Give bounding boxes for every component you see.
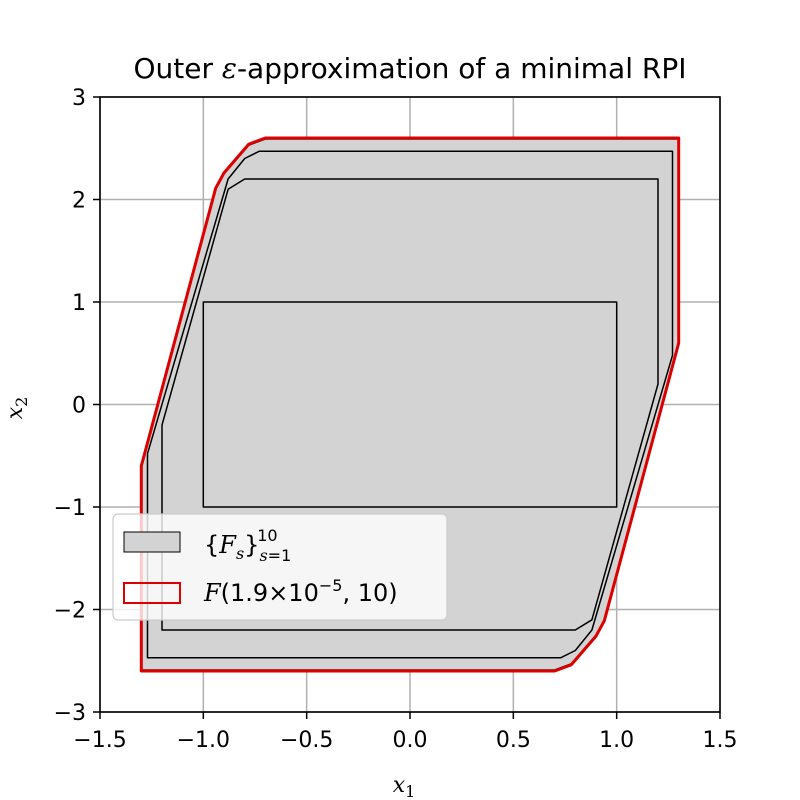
outer-set-polygon [139, 136, 681, 673]
y-tick-label-0: −3 [54, 701, 86, 726]
legend-swatch-family [123, 531, 181, 553]
legend-label-outer: F(1.9×10−5, 10) [203, 576, 398, 607]
legend-swatch-outer [123, 582, 181, 604]
y-tick-label-1: −2 [54, 599, 86, 624]
x-tick-label-4: 0.5 [496, 728, 531, 753]
outer-approximation-set [139, 136, 681, 673]
axis-ticks: −1.5 −1.0 −0.5 0.0 0.5 1.0 1.5 −3 −2 −1 0 1 2 3 [54, 86, 738, 753]
x-tick-label-0: −1.5 [73, 728, 126, 753]
set-polygon-f-1 [202, 301, 618, 508]
legend: {Fs}s=110 F(1.9×10−5, 10) [112, 513, 448, 621]
y-tick-label-5: 2 [72, 189, 86, 214]
y-tick-label-4: 1 [72, 291, 86, 316]
legend-frame [112, 513, 448, 621]
x-tick-label-1: −1.0 [177, 728, 230, 753]
legend-label-family: {Fs}s=110 [204, 526, 291, 565]
x-axis-label: x1 [393, 773, 416, 800]
y-tick-label-2: −1 [54, 496, 86, 521]
chart-title: Outer ε-approximation of a minimal RPI [134, 52, 687, 85]
x-tick-label-3: 0.0 [393, 728, 428, 753]
x-tick-label-6: 1.5 [703, 728, 738, 753]
x-tick-label-2: −0.5 [280, 728, 333, 753]
x-tick-label-5: 1.0 [599, 728, 634, 753]
y-tick-label-6: 3 [72, 86, 86, 111]
y-axis-label: x2 [3, 397, 31, 420]
y-tick-label-3: 0 [72, 394, 86, 419]
